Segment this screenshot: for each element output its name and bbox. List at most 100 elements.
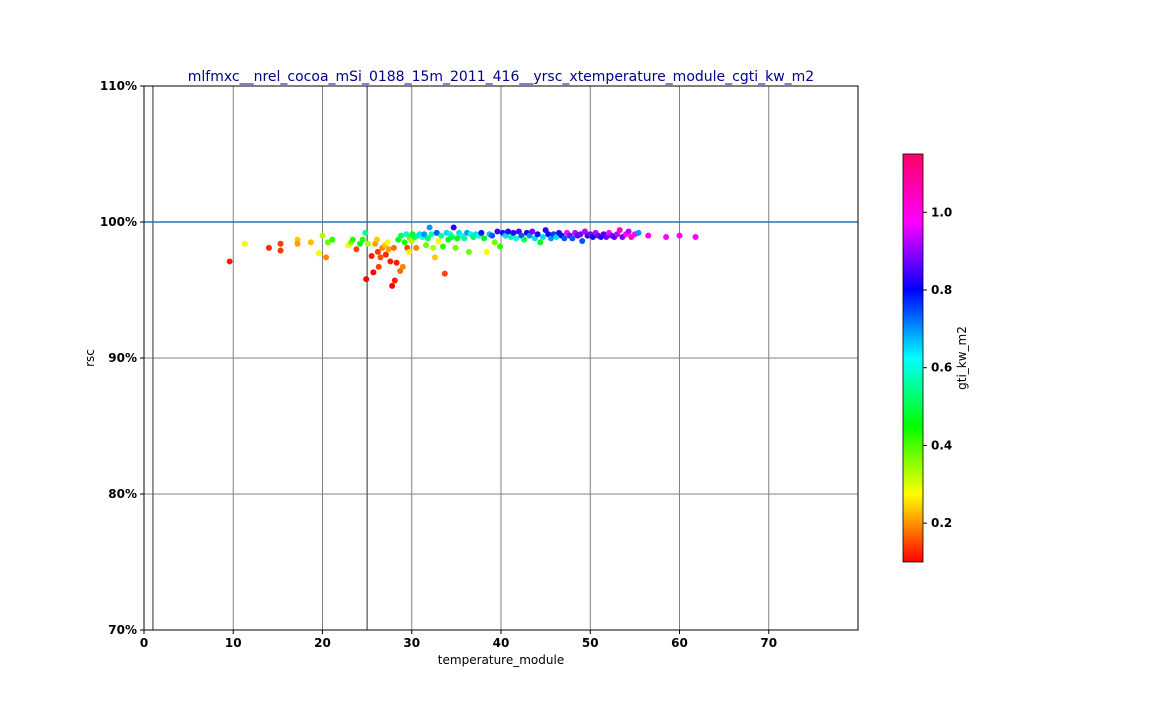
data-point [265,244,272,251]
data-point [579,238,586,245]
data-point [494,228,501,235]
data-point [294,240,301,247]
data-point [431,254,438,261]
data-point [465,248,472,255]
data-point [452,244,459,251]
data-point [645,232,652,239]
data-point [315,250,322,257]
data-point [241,240,248,247]
data-point [319,232,326,239]
data-point [368,253,375,259]
data-point [423,242,430,249]
data-point [569,235,576,242]
data-point [365,240,372,247]
data-point [329,236,336,243]
data-point [375,263,382,270]
data-point [481,235,488,242]
data-point [616,227,623,234]
colorbar-gradient [902,153,924,563]
data-point [478,229,485,236]
data-point [399,263,406,270]
data-point [389,282,396,289]
x-tick-label: 40 [493,636,510,650]
data-point [428,231,435,238]
data-point [307,239,314,246]
data-point [277,247,284,254]
data-point [406,248,413,255]
data-point [454,235,461,242]
data-point [391,277,398,284]
data-point [491,239,498,246]
data-point [226,258,233,265]
data-point [539,233,546,240]
data-point [382,251,389,258]
data-point [461,235,468,242]
x-tick-label: 20 [314,636,331,650]
data-point [373,236,380,243]
data-point [435,238,442,245]
data-point [385,246,392,253]
data-point [663,233,670,240]
data-point [438,232,445,239]
data-point [489,232,496,239]
colorbar-tick-label: 0.4 [931,438,952,452]
colorbar-tick-label: 0.8 [931,283,952,297]
data-point [497,243,504,250]
data-point [450,224,457,231]
data-point [521,236,528,243]
data-point [529,228,536,235]
data-point [277,240,284,247]
data-point [390,244,397,251]
data-point [561,235,568,242]
ticks-layer: 0 10 20 30 40 50 60 70 70% 80% 90% 100% 110% [100,79,777,650]
data-point [413,244,420,251]
data-point [370,269,377,276]
points-layer [226,224,699,289]
chart-title: mlfmxc__nrel_cocoa_mSi_0188_15m_2011_416… [188,69,814,85]
colorbar: 0.2 0.4 0.6 0.8 1.0 gti_kw_m2 [902,153,969,563]
grid-layer [143,85,858,631]
data-point [424,235,431,242]
y-axis-label: rsc [83,349,97,367]
data-point [374,248,381,255]
data-point [359,236,366,243]
data-point [403,231,410,238]
colorbar-ticks: 0.2 0.4 0.6 0.8 1.0 [923,205,952,530]
data-point [483,248,490,255]
data-point [534,231,541,238]
y-tick-label: 90% [108,351,137,365]
x-axis-label: temperature_module [438,653,564,667]
y-tick-label: 80% [108,487,137,501]
data-point [349,236,356,243]
data-point [510,229,517,236]
data-point [426,224,433,231]
data-point [433,229,440,236]
data-point [401,239,408,246]
data-point [513,235,520,242]
y-tick-label: 100% [100,215,137,229]
data-point [384,239,391,246]
y-tick-label: 110% [100,79,137,93]
data-point [377,254,384,261]
data-point [577,231,584,238]
data-point [362,229,369,236]
data-point [387,258,394,265]
x-tick-label: 10 [225,636,242,650]
x-tick-label: 60 [671,636,688,650]
data-point [353,246,360,253]
x-tick-label: 70 [760,636,777,650]
data-point [363,276,370,283]
data-point [398,232,405,239]
data-point [625,228,632,235]
data-point [324,239,331,246]
data-point [448,233,455,240]
data-point [635,229,642,236]
colorbar-tick-label: 0.6 [931,361,952,375]
colorbar-tick-label: 0.2 [931,516,952,530]
x-tick-label: 30 [403,636,420,650]
data-point [421,231,428,238]
data-point [323,254,330,261]
y-tick-label: 70% [108,623,137,637]
colorbar-label: gti_kw_m2 [955,326,969,390]
